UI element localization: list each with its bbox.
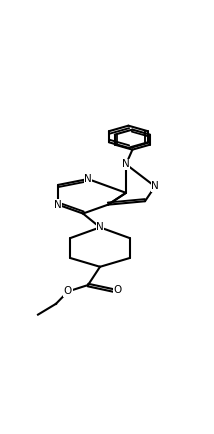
Text: N: N	[54, 200, 62, 210]
Text: N: N	[151, 181, 159, 191]
Text: N: N	[96, 222, 104, 232]
Text: O: O	[64, 286, 72, 296]
Text: O: O	[114, 286, 122, 296]
Text: N: N	[122, 159, 130, 169]
Text: N: N	[84, 174, 92, 184]
